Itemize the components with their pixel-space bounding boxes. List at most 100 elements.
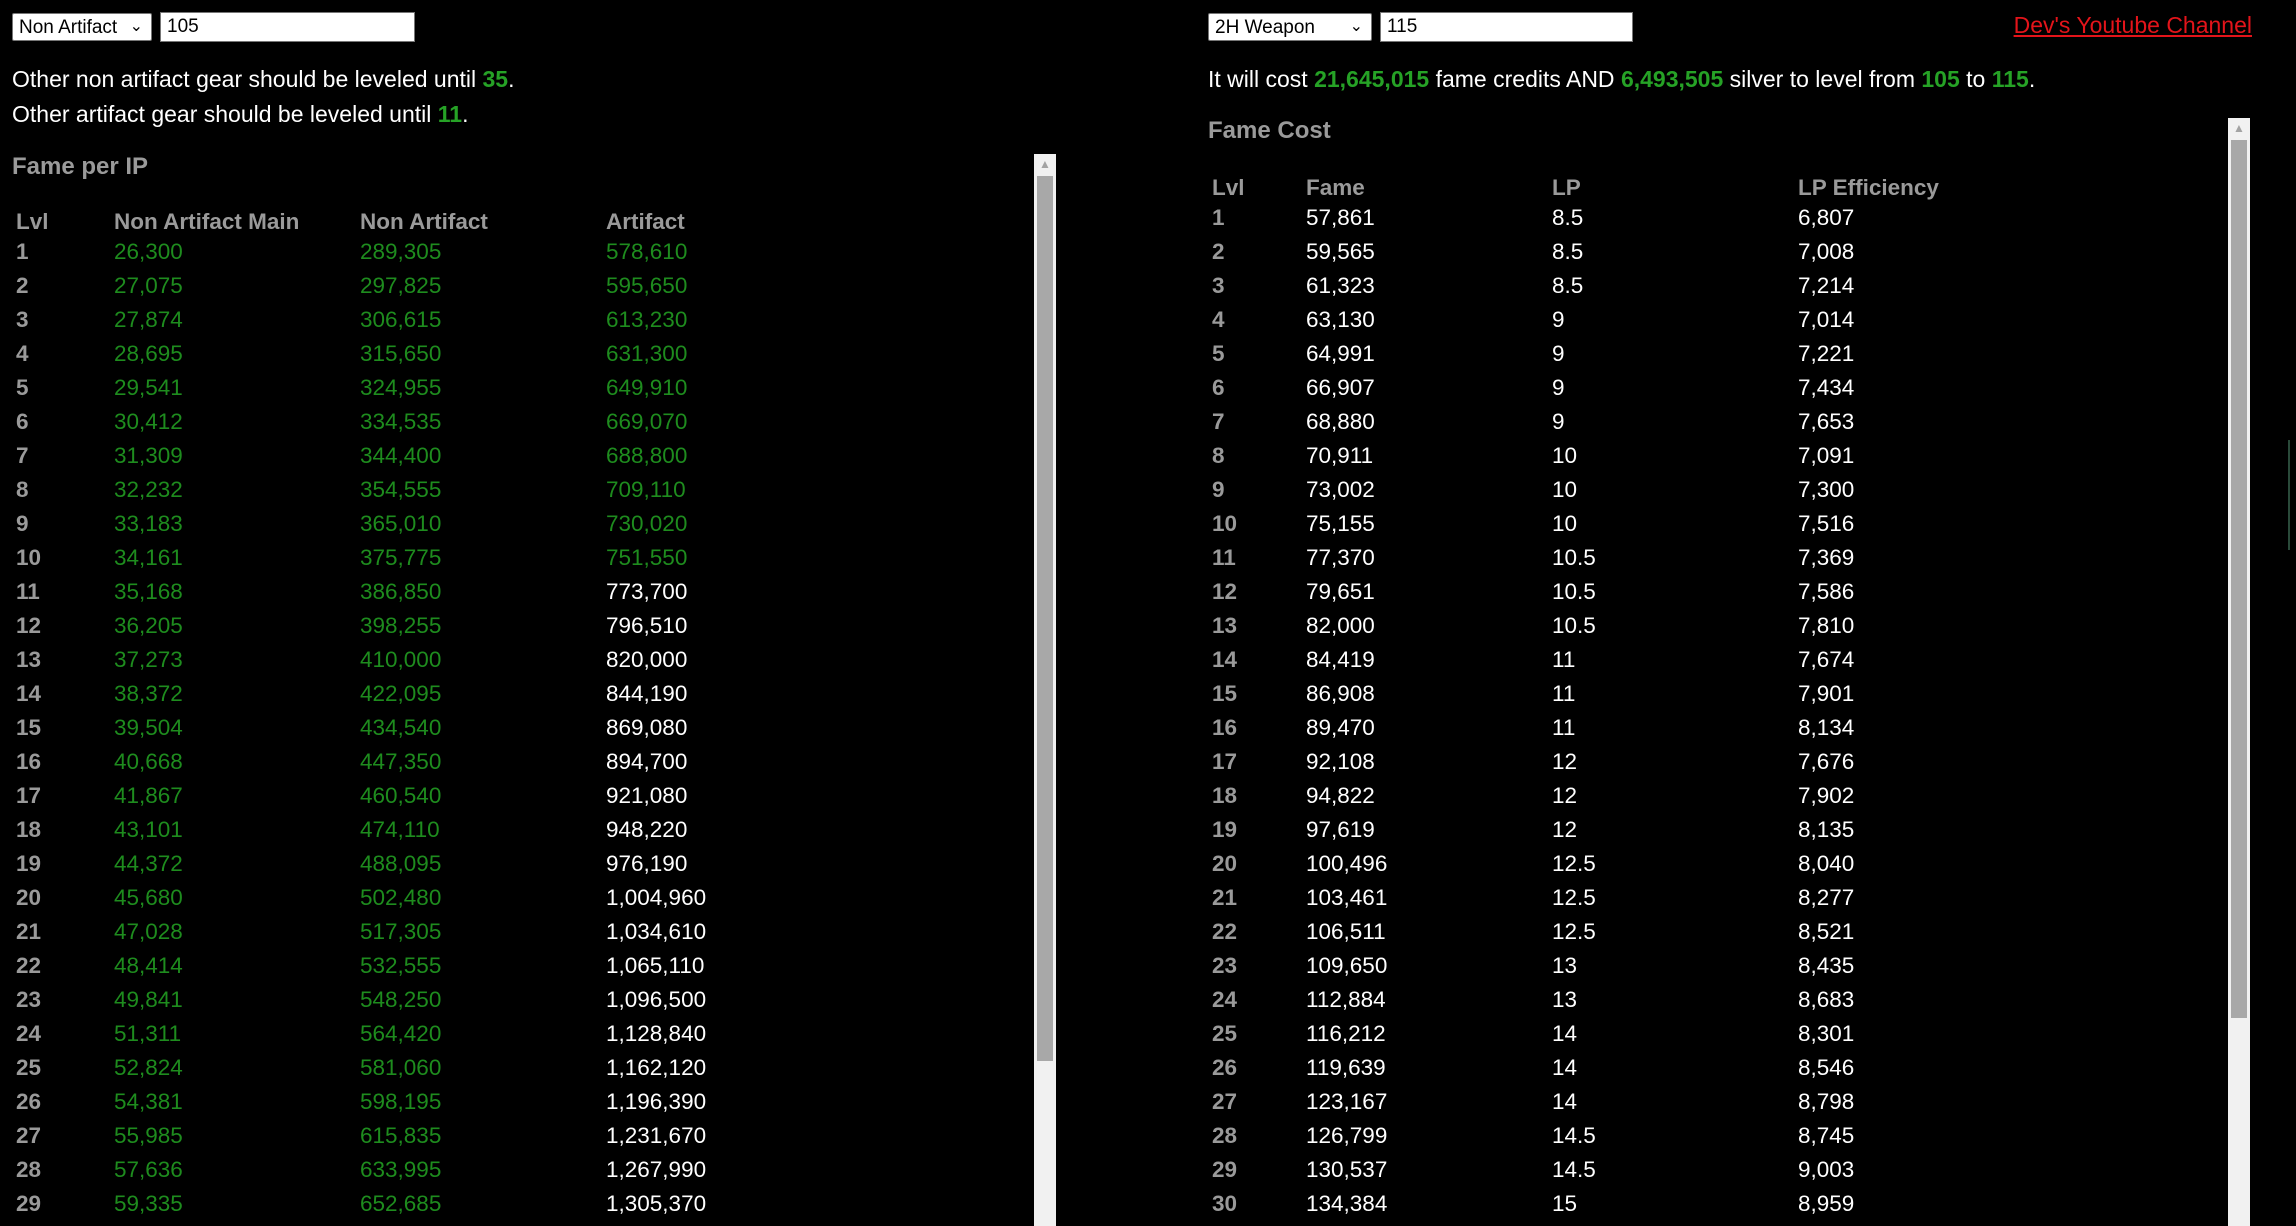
table-row: 26 119,639 14 8,546 bbox=[1208, 1051, 2094, 1085]
cell-lvl: 26 bbox=[1212, 1055, 1238, 1080]
cell-lp: 8.5 bbox=[1552, 205, 1584, 230]
scrollbar-thumb[interactable] bbox=[1037, 176, 1053, 1061]
cell-lvl: 14 bbox=[1212, 647, 1238, 672]
weapon-type-select[interactable]: 2H Weapon ⌄ bbox=[1208, 13, 1372, 41]
left-table-scrollbar[interactable]: ▲ bbox=[1034, 154, 1056, 1226]
cell-fame: 97,619 bbox=[1306, 817, 1375, 842]
cell-lvl: 15 bbox=[1212, 681, 1238, 706]
table-row: 17 92,108 12 7,676 bbox=[1208, 745, 2094, 779]
fame-per-ip-table: Lvl Non Artifact Main Non Artifact Artif… bbox=[12, 201, 902, 1221]
cell-non-artifact-main: 30,412 bbox=[114, 409, 183, 434]
cell-lvl: 27 bbox=[16, 1123, 42, 1148]
cell-fame: 68,880 bbox=[1306, 409, 1375, 434]
table-row: 6 30,412 334,535 669,070 bbox=[12, 405, 902, 439]
cell-artifact: 1,034,610 bbox=[606, 919, 707, 944]
artifact-advice: Other artifact gear should be leveled un… bbox=[12, 101, 469, 127]
cell-lp-efficiency: 7,586 bbox=[1798, 579, 1855, 604]
cell-fame: 112,884 bbox=[1306, 987, 1386, 1012]
page-scrollbar[interactable] bbox=[2286, 0, 2296, 1226]
cell-artifact: 976,190 bbox=[606, 851, 688, 876]
cell-non-artifact: 354,555 bbox=[360, 477, 442, 502]
cell-artifact: 631,300 bbox=[606, 341, 688, 366]
fame-cost-heading: Fame Cost bbox=[1208, 117, 1331, 144]
table-row: 18 43,101 474,110 948,220 bbox=[12, 813, 902, 847]
fame-per-ip-heading: Fame per IP bbox=[12, 153, 149, 180]
cell-fame: 57,861 bbox=[1306, 205, 1375, 230]
cell-lp: 10 bbox=[1552, 511, 1578, 536]
gear-type-select[interactable]: Non Artifact ⌄ bbox=[12, 13, 152, 41]
cell-fame: 103,461 bbox=[1306, 885, 1388, 910]
gear-type-select-value: Non Artifact bbox=[19, 17, 118, 38]
cell-artifact: 921,080 bbox=[606, 783, 688, 808]
cell-lvl: 8 bbox=[16, 477, 29, 502]
cell-fame: 126,799 bbox=[1306, 1123, 1388, 1148]
cell-lp-efficiency: 9,003 bbox=[1798, 1157, 1855, 1182]
cell-lvl: 3 bbox=[16, 307, 29, 332]
col-header-lvl: Lvl bbox=[1212, 175, 1245, 200]
table-row: 1 57,861 8.5 6,807 bbox=[1208, 201, 2094, 235]
table-row: 28 126,799 14.5 8,745 bbox=[1208, 1119, 2094, 1153]
cell-lvl: 27 bbox=[1212, 1089, 1238, 1114]
cell-lp: 14 bbox=[1552, 1055, 1578, 1080]
cell-artifact: 1,162,120 bbox=[606, 1055, 707, 1080]
cell-artifact: 869,080 bbox=[606, 715, 688, 740]
cell-non-artifact: 488,095 bbox=[360, 851, 442, 876]
cell-fame: 77,370 bbox=[1306, 545, 1375, 570]
cell-lp-efficiency: 7,674 bbox=[1798, 647, 1855, 672]
table-row: 19 44,372 488,095 976,190 bbox=[12, 847, 902, 881]
table-row: 22 106,511 12.5 8,521 bbox=[1208, 915, 2094, 949]
cell-lvl: 9 bbox=[16, 511, 29, 536]
current-level-input[interactable]: 105 bbox=[160, 12, 415, 42]
cell-fame: 106,511 bbox=[1306, 919, 1386, 944]
scrollbar-thumb[interactable] bbox=[2231, 140, 2247, 1018]
table-row: 23 109,650 13 8,435 bbox=[1208, 949, 2094, 983]
table-row: 5 29,541 324,955 649,910 bbox=[12, 371, 902, 405]
scroll-up-arrow-icon[interactable]: ▲ bbox=[1039, 157, 1051, 171]
scroll-up-arrow-icon[interactable]: ▲ bbox=[2233, 121, 2245, 135]
col-header-lp: LP bbox=[1552, 175, 1581, 200]
target-level-input[interactable]: 115 bbox=[1380, 12, 1633, 42]
cell-non-artifact: 581,060 bbox=[360, 1055, 442, 1080]
youtube-channel-link[interactable]: Dev's Youtube Channel bbox=[2013, 12, 2252, 38]
cell-lvl: 4 bbox=[1212, 307, 1225, 332]
cell-fame: 123,167 bbox=[1306, 1089, 1388, 1114]
cell-non-artifact: 375,775 bbox=[360, 545, 442, 570]
cell-fame: 92,108 bbox=[1306, 749, 1375, 774]
cell-non-artifact: 434,540 bbox=[360, 715, 442, 740]
cell-lp-efficiency: 8,959 bbox=[1798, 1191, 1855, 1216]
page-scrollbar-thumb[interactable] bbox=[2288, 440, 2290, 550]
cell-lp: 8.5 bbox=[1552, 273, 1584, 298]
col-header-lvl: Lvl bbox=[16, 209, 49, 234]
cell-non-artifact-main: 40,668 bbox=[114, 749, 183, 774]
table-row: 8 32,232 354,555 709,110 bbox=[12, 473, 902, 507]
cell-non-artifact: 564,420 bbox=[360, 1021, 442, 1046]
cell-lp: 9 bbox=[1552, 341, 1565, 366]
cell-lp: 15 bbox=[1552, 1191, 1578, 1216]
cell-non-artifact-main: 49,841 bbox=[114, 987, 183, 1012]
silver-total: 6,493,505 bbox=[1620, 66, 1724, 92]
table-row: 7 31,309 344,400 688,800 bbox=[12, 439, 902, 473]
cost-summary: It will cost 21,645,015 fame credits AND… bbox=[1208, 66, 2036, 92]
from-level: 105 bbox=[1921, 66, 1960, 92]
col-header-artifact: Artifact bbox=[606, 209, 685, 234]
cell-artifact: 820,000 bbox=[606, 647, 688, 672]
cell-lvl: 7 bbox=[16, 443, 29, 468]
table-row: 3 61,323 8.5 7,214 bbox=[1208, 269, 2094, 303]
cell-lvl: 22 bbox=[16, 953, 42, 978]
cell-non-artifact-main: 31,309 bbox=[114, 443, 183, 468]
cell-non-artifact: 334,535 bbox=[360, 409, 442, 434]
table-header-row: Lvl Non Artifact Main Non Artifact Artif… bbox=[12, 201, 902, 235]
table-row: 2 59,565 8.5 7,008 bbox=[1208, 235, 2094, 269]
table-row: 14 38,372 422,095 844,190 bbox=[12, 677, 902, 711]
cell-lvl: 16 bbox=[1212, 715, 1238, 740]
cell-lvl: 28 bbox=[1212, 1123, 1238, 1148]
table-row: 1 26,300 289,305 578,610 bbox=[12, 235, 902, 269]
right-table-scrollbar[interactable]: ▲ bbox=[2228, 118, 2250, 1226]
cell-lvl: 2 bbox=[16, 273, 29, 298]
cell-artifact: 751,550 bbox=[606, 545, 688, 570]
cell-lp-efficiency: 6,807 bbox=[1798, 205, 1855, 230]
cell-lp: 12 bbox=[1552, 783, 1578, 808]
cell-non-artifact-main: 59,335 bbox=[114, 1191, 183, 1216]
cell-lp: 9 bbox=[1552, 307, 1565, 332]
table-row: 22 48,414 532,555 1,065,110 bbox=[12, 949, 902, 983]
